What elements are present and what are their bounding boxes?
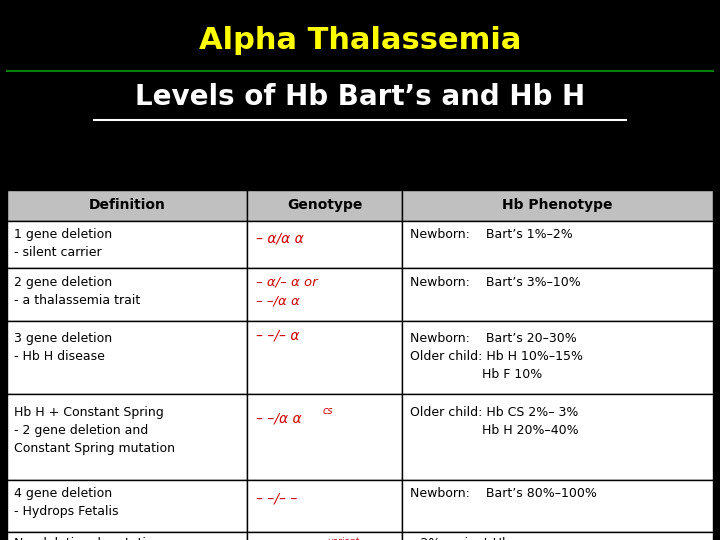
FancyBboxPatch shape <box>7 480 247 532</box>
Text: Hb H + Constant Spring
- 2 gene deletion and
Constant Spring mutation: Hb H + Constant Spring - 2 gene deletion… <box>14 406 176 455</box>
Text: – –/α α: – –/α α <box>256 411 302 425</box>
Text: Alpha Thalassemia: Alpha Thalassemia <box>199 26 521 55</box>
FancyBboxPatch shape <box>247 480 402 532</box>
Text: – –/α α: – –/α α <box>256 295 300 308</box>
Text: Newborn:    Bart’s 80%–100%: Newborn: Bart’s 80%–100% <box>410 487 596 500</box>
Text: variant: variant <box>328 537 359 540</box>
FancyBboxPatch shape <box>247 394 402 480</box>
FancyBboxPatch shape <box>402 480 713 532</box>
FancyBboxPatch shape <box>402 532 713 540</box>
Text: 4 gene deletion
- Hydrops Fetalis: 4 gene deletion - Hydrops Fetalis <box>14 487 119 518</box>
Text: Newborn:    Bart’s 3%–10%: Newborn: Bart’s 3%–10% <box>410 276 580 289</box>
FancyBboxPatch shape <box>402 190 713 221</box>
Text: Hb Phenotype: Hb Phenotype <box>503 199 613 212</box>
FancyBboxPatch shape <box>7 394 247 480</box>
Text: Older child: Hb CS 2%– 3%
                  Hb H 20%–40%: Older child: Hb CS 2%– 3% Hb H 20%–40% <box>410 406 578 437</box>
Text: – α/α α: – α/α α <box>256 232 304 246</box>
Text: Newborn:    Bart’s 1%–2%: Newborn: Bart’s 1%–2% <box>410 227 572 240</box>
Text: Newborn:    Bart’s 20–30%
Older child: Hb H 10%–15%
                  Hb F 10%: Newborn: Bart’s 20–30% Older child: Hb H… <box>410 332 582 381</box>
FancyBboxPatch shape <box>7 221 247 268</box>
Text: – –/– –: – –/– – <box>256 491 297 505</box>
Text: – –/– α: – –/– α <box>256 329 300 343</box>
FancyBboxPatch shape <box>7 532 247 540</box>
FancyBboxPatch shape <box>247 190 402 221</box>
FancyBboxPatch shape <box>402 321 713 394</box>
FancyBboxPatch shape <box>247 532 402 540</box>
FancyBboxPatch shape <box>7 268 247 321</box>
Text: Levels of Hb Bart’s and Hb H: Levels of Hb Bart’s and Hb H <box>135 83 585 111</box>
Text: Genotype: Genotype <box>287 199 362 212</box>
FancyBboxPatch shape <box>7 190 247 221</box>
Text: – α/– α or: – α/– α or <box>256 275 318 288</box>
FancyBboxPatch shape <box>402 221 713 268</box>
FancyBboxPatch shape <box>402 268 713 321</box>
Text: Nondeletional mutation: Nondeletional mutation <box>14 537 162 540</box>
Text: 3 gene deletion
- Hb H disease: 3 gene deletion - Hb H disease <box>14 332 112 362</box>
FancyBboxPatch shape <box>247 221 402 268</box>
FancyBboxPatch shape <box>402 394 713 480</box>
FancyBboxPatch shape <box>247 268 402 321</box>
Text: cs: cs <box>323 406 333 416</box>
FancyBboxPatch shape <box>7 321 247 394</box>
Text: 2 gene deletion
- a thalassemia trait: 2 gene deletion - a thalassemia trait <box>14 276 140 307</box>
Text: ~2% variant Hb: ~2% variant Hb <box>410 537 510 540</box>
FancyBboxPatch shape <box>247 321 402 394</box>
Text: Definition: Definition <box>89 199 166 212</box>
Text: 1 gene deletion
- silent carrier: 1 gene deletion - silent carrier <box>14 227 112 259</box>
